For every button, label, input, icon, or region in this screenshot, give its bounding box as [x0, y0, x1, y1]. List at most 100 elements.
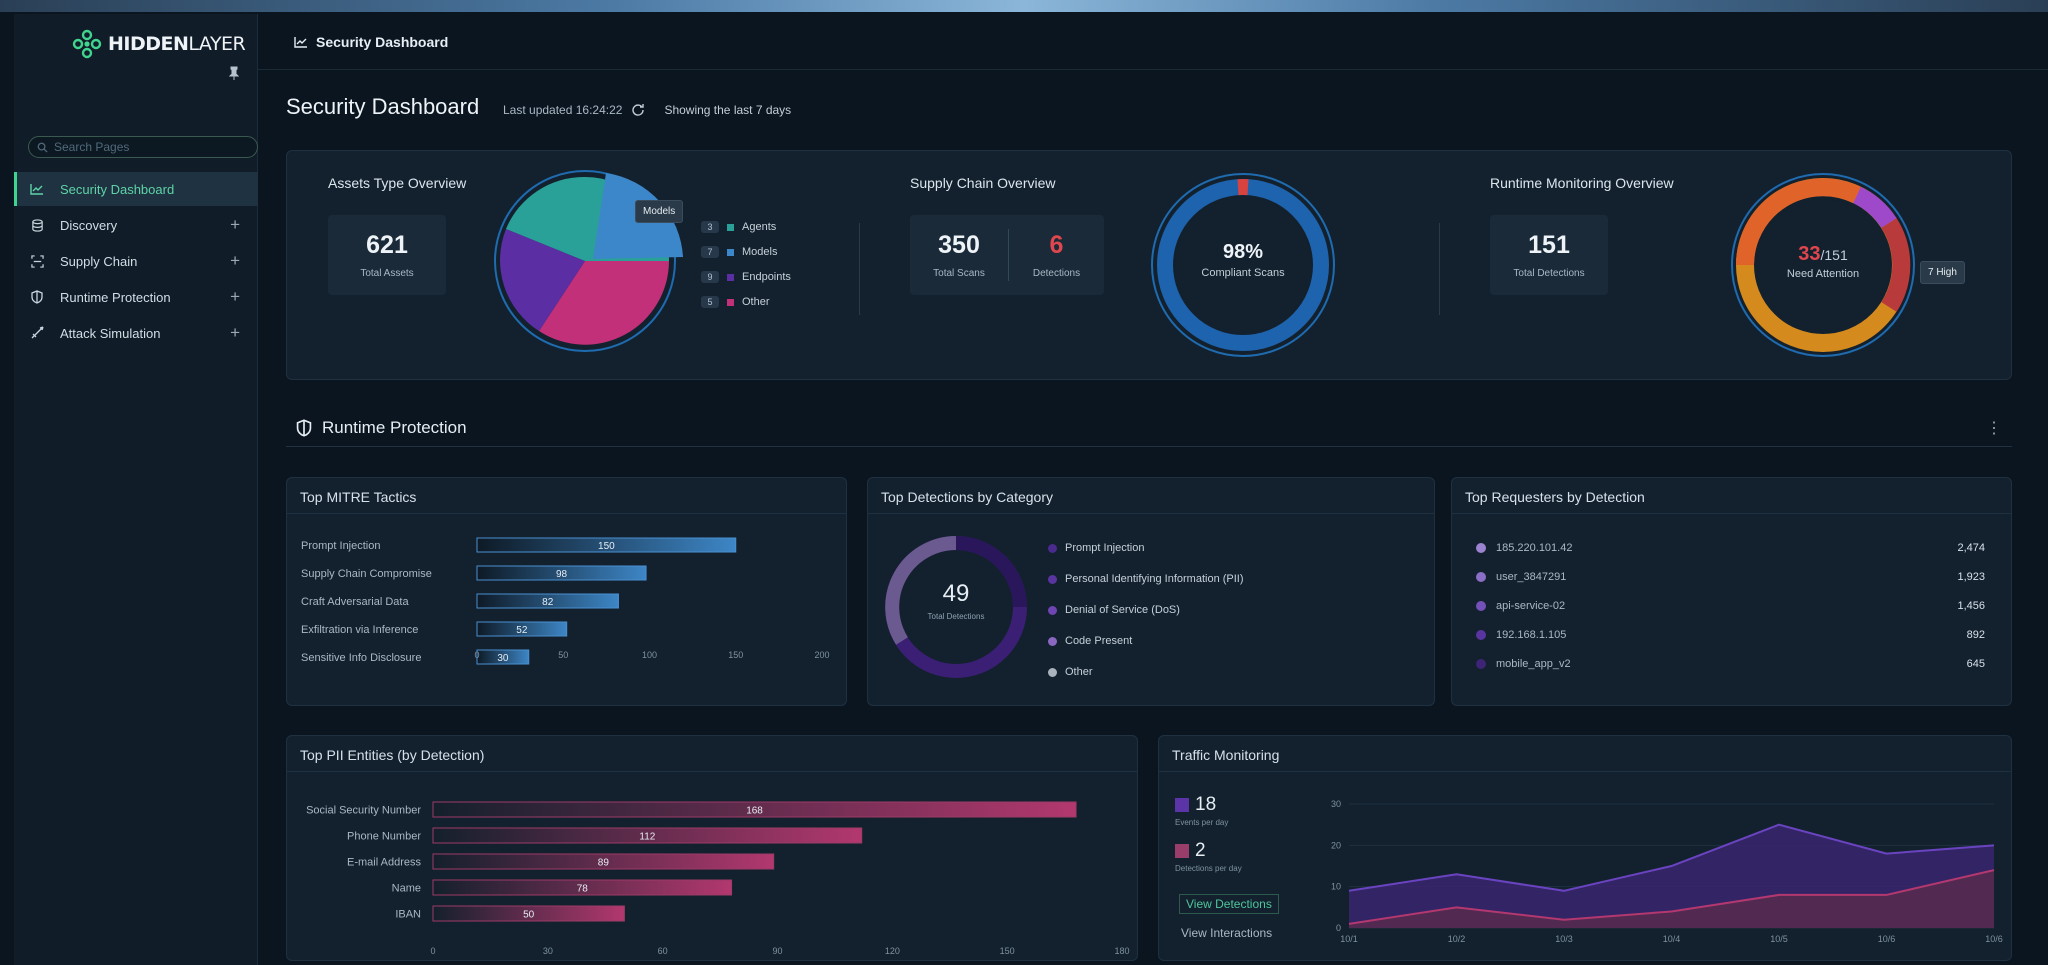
- detections-value: 2: [1195, 840, 1206, 861]
- requester-row[interactable]: 192.168.1.105: [1476, 629, 1566, 641]
- detections-donut[interactable]: [882, 533, 1030, 681]
- sidebar-item-runtime-protection[interactable]: Runtime Protection +: [14, 280, 258, 314]
- sidebar-item-label: Security Dashboard: [60, 181, 175, 197]
- bar[interactable]: [432, 879, 733, 896]
- divider: [1008, 229, 1009, 281]
- bar-value-label: 89: [598, 858, 610, 869]
- legend-agents: 3 Agents: [701, 221, 776, 233]
- last-updated: Last updated 16:24:22 Showing the last 7…: [503, 102, 791, 118]
- requester-row[interactable]: api-service-02: [1476, 600, 1565, 612]
- series-line: [1348, 823, 1995, 892]
- sidebar-item-discovery[interactable]: Discovery +: [14, 208, 258, 242]
- y-tick-label: 30: [1331, 799, 1341, 809]
- x-tick-label: 10/6: [1878, 934, 1896, 944]
- requester-value: 1,456: [1957, 600, 1985, 612]
- overview-card: Assets Type Overview 621 Total Assets Mo…: [286, 150, 2012, 380]
- legend-swatch: [1048, 543, 1057, 553]
- attention-count: 33: [1798, 243, 1821, 265]
- need-attention-ring[interactable]: [1729, 171, 1917, 359]
- detections-label: Detections per day: [1175, 864, 1242, 873]
- more-options-icon[interactable]: ⋮: [1986, 420, 2002, 437]
- detections-total: 49: [942, 580, 970, 607]
- x-tick-label: 10/5: [1770, 934, 1788, 944]
- detections-stat: 6 Detections: [1009, 231, 1104, 279]
- compliant-scans-ring[interactable]: [1149, 171, 1337, 359]
- panel-header: Top Detections by Category: [868, 478, 1434, 514]
- pin-icon[interactable]: [228, 66, 240, 83]
- sidebar-item-label: Supply Chain: [60, 253, 138, 269]
- section-divider: [286, 446, 2012, 447]
- pii-bar-chart: Social Security Number 168 Phone Number 112…: [306, 801, 1130, 956]
- requester-row[interactable]: user_3847291: [1476, 571, 1566, 583]
- tick-label: 60: [658, 946, 668, 956]
- legend-label: Models: [742, 246, 778, 258]
- requester-name: mobile_app_v2: [1496, 658, 1571, 670]
- bar-label: Social Security Number: [306, 805, 421, 817]
- bar[interactable]: [476, 593, 619, 609]
- bar[interactable]: [432, 853, 775, 870]
- requesters-panel: Top Requesters by Detection 185.220.101.…: [1451, 477, 2012, 706]
- bar-label: Prompt Injection: [301, 540, 380, 552]
- breadcrumb-label: Security Dashboard: [316, 34, 449, 50]
- total-detections-label: Total Detections: [1513, 268, 1585, 279]
- legend-label: Prompt Injection: [1065, 542, 1145, 554]
- bar-label: Phone Number: [347, 831, 421, 843]
- shield-icon: [28, 290, 46, 304]
- detections-total-label: Total Detections: [927, 612, 985, 621]
- scan-icon: [28, 254, 46, 268]
- runtime-section-label: Runtime Protection: [322, 418, 467, 437]
- expand-plus-icon[interactable]: +: [230, 323, 240, 342]
- sidebar-item-supply-chain[interactable]: Supply Chain +: [14, 244, 258, 278]
- bar[interactable]: [476, 621, 568, 637]
- legend-swatch: [727, 248, 734, 256]
- brand-logo[interactable]: HIDDENLAYER: [72, 28, 246, 60]
- chart-line-icon: [294, 37, 307, 48]
- requester-row[interactable]: 185.220.101.42: [1476, 542, 1572, 554]
- search-box[interactable]: [28, 136, 258, 158]
- bar[interactable]: [432, 905, 625, 922]
- compliant-center: 98% Compliant Scans: [1149, 241, 1337, 279]
- pii-panel: Top PII Entities (by Detection) Social S…: [286, 735, 1138, 961]
- expand-plus-icon[interactable]: +: [230, 215, 240, 234]
- expand-plus-icon[interactable]: +: [230, 251, 240, 270]
- detections-swatch: [1175, 844, 1189, 858]
- bar[interactable]: [476, 649, 530, 665]
- legend-label: Other: [1065, 666, 1093, 678]
- search-input[interactable]: [54, 140, 244, 154]
- bar[interactable]: [432, 801, 1077, 818]
- sidebar-item-attack-simulation[interactable]: Attack Simulation +: [14, 316, 258, 350]
- total-scans-stat: 350 Total Scans: [910, 231, 1008, 279]
- sidebar: HIDDENLAYER Security Dashboard Discovery…: [14, 14, 258, 965]
- refresh-icon[interactable]: [630, 102, 646, 118]
- requester-row[interactable]: mobile_app_v2: [1476, 658, 1571, 670]
- bar-value-label: 52: [516, 625, 528, 636]
- view-detections-button[interactable]: View Detections: [1179, 894, 1279, 914]
- bar[interactable]: [432, 827, 863, 844]
- legend-swatch: [727, 223, 734, 231]
- requester-value: 2,474: [1957, 542, 1985, 554]
- shield-icon: [296, 419, 312, 437]
- requester-value: 892: [1966, 629, 1985, 641]
- traffic-area-chart: 0 10 20 30 10/1 10/2 10/3 10/4 10/5 10/6 10/6: [1331, 799, 2003, 944]
- high-tooltip: 7 High: [1920, 261, 1965, 284]
- sidebar-item-security-dashboard[interactable]: Security Dashboard: [14, 172, 258, 206]
- bar-value-label: 78: [577, 884, 589, 895]
- legend-code-present: Code Present: [1048, 635, 1132, 647]
- bar[interactable]: [476, 537, 737, 553]
- legend-label: Denial of Service (DoS): [1065, 604, 1180, 616]
- bar[interactable]: [476, 565, 647, 581]
- supply-stats: 350 Total Scans 6 Detections: [910, 215, 1104, 295]
- detections-panel: Top Detections by Category 49 Total Dete…: [867, 477, 1435, 706]
- breadcrumb: Security Dashboard: [294, 34, 448, 50]
- attention-center: 33/151 Need Attention: [1729, 243, 1917, 280]
- expand-plus-icon[interactable]: +: [230, 287, 240, 306]
- search-icon: [37, 142, 48, 153]
- requester-name: user_3847291: [1496, 571, 1567, 583]
- view-interactions-button[interactable]: View Interactions: [1181, 926, 1273, 940]
- requester-value: 1,923: [1957, 571, 1985, 583]
- requester-swatch: [1476, 659, 1486, 669]
- page-title: Security Dashboard: [286, 94, 480, 119]
- assets-pie-chart[interactable]: [493, 169, 693, 353]
- tick-label: 200: [814, 650, 829, 660]
- divider: [1439, 223, 1440, 315]
